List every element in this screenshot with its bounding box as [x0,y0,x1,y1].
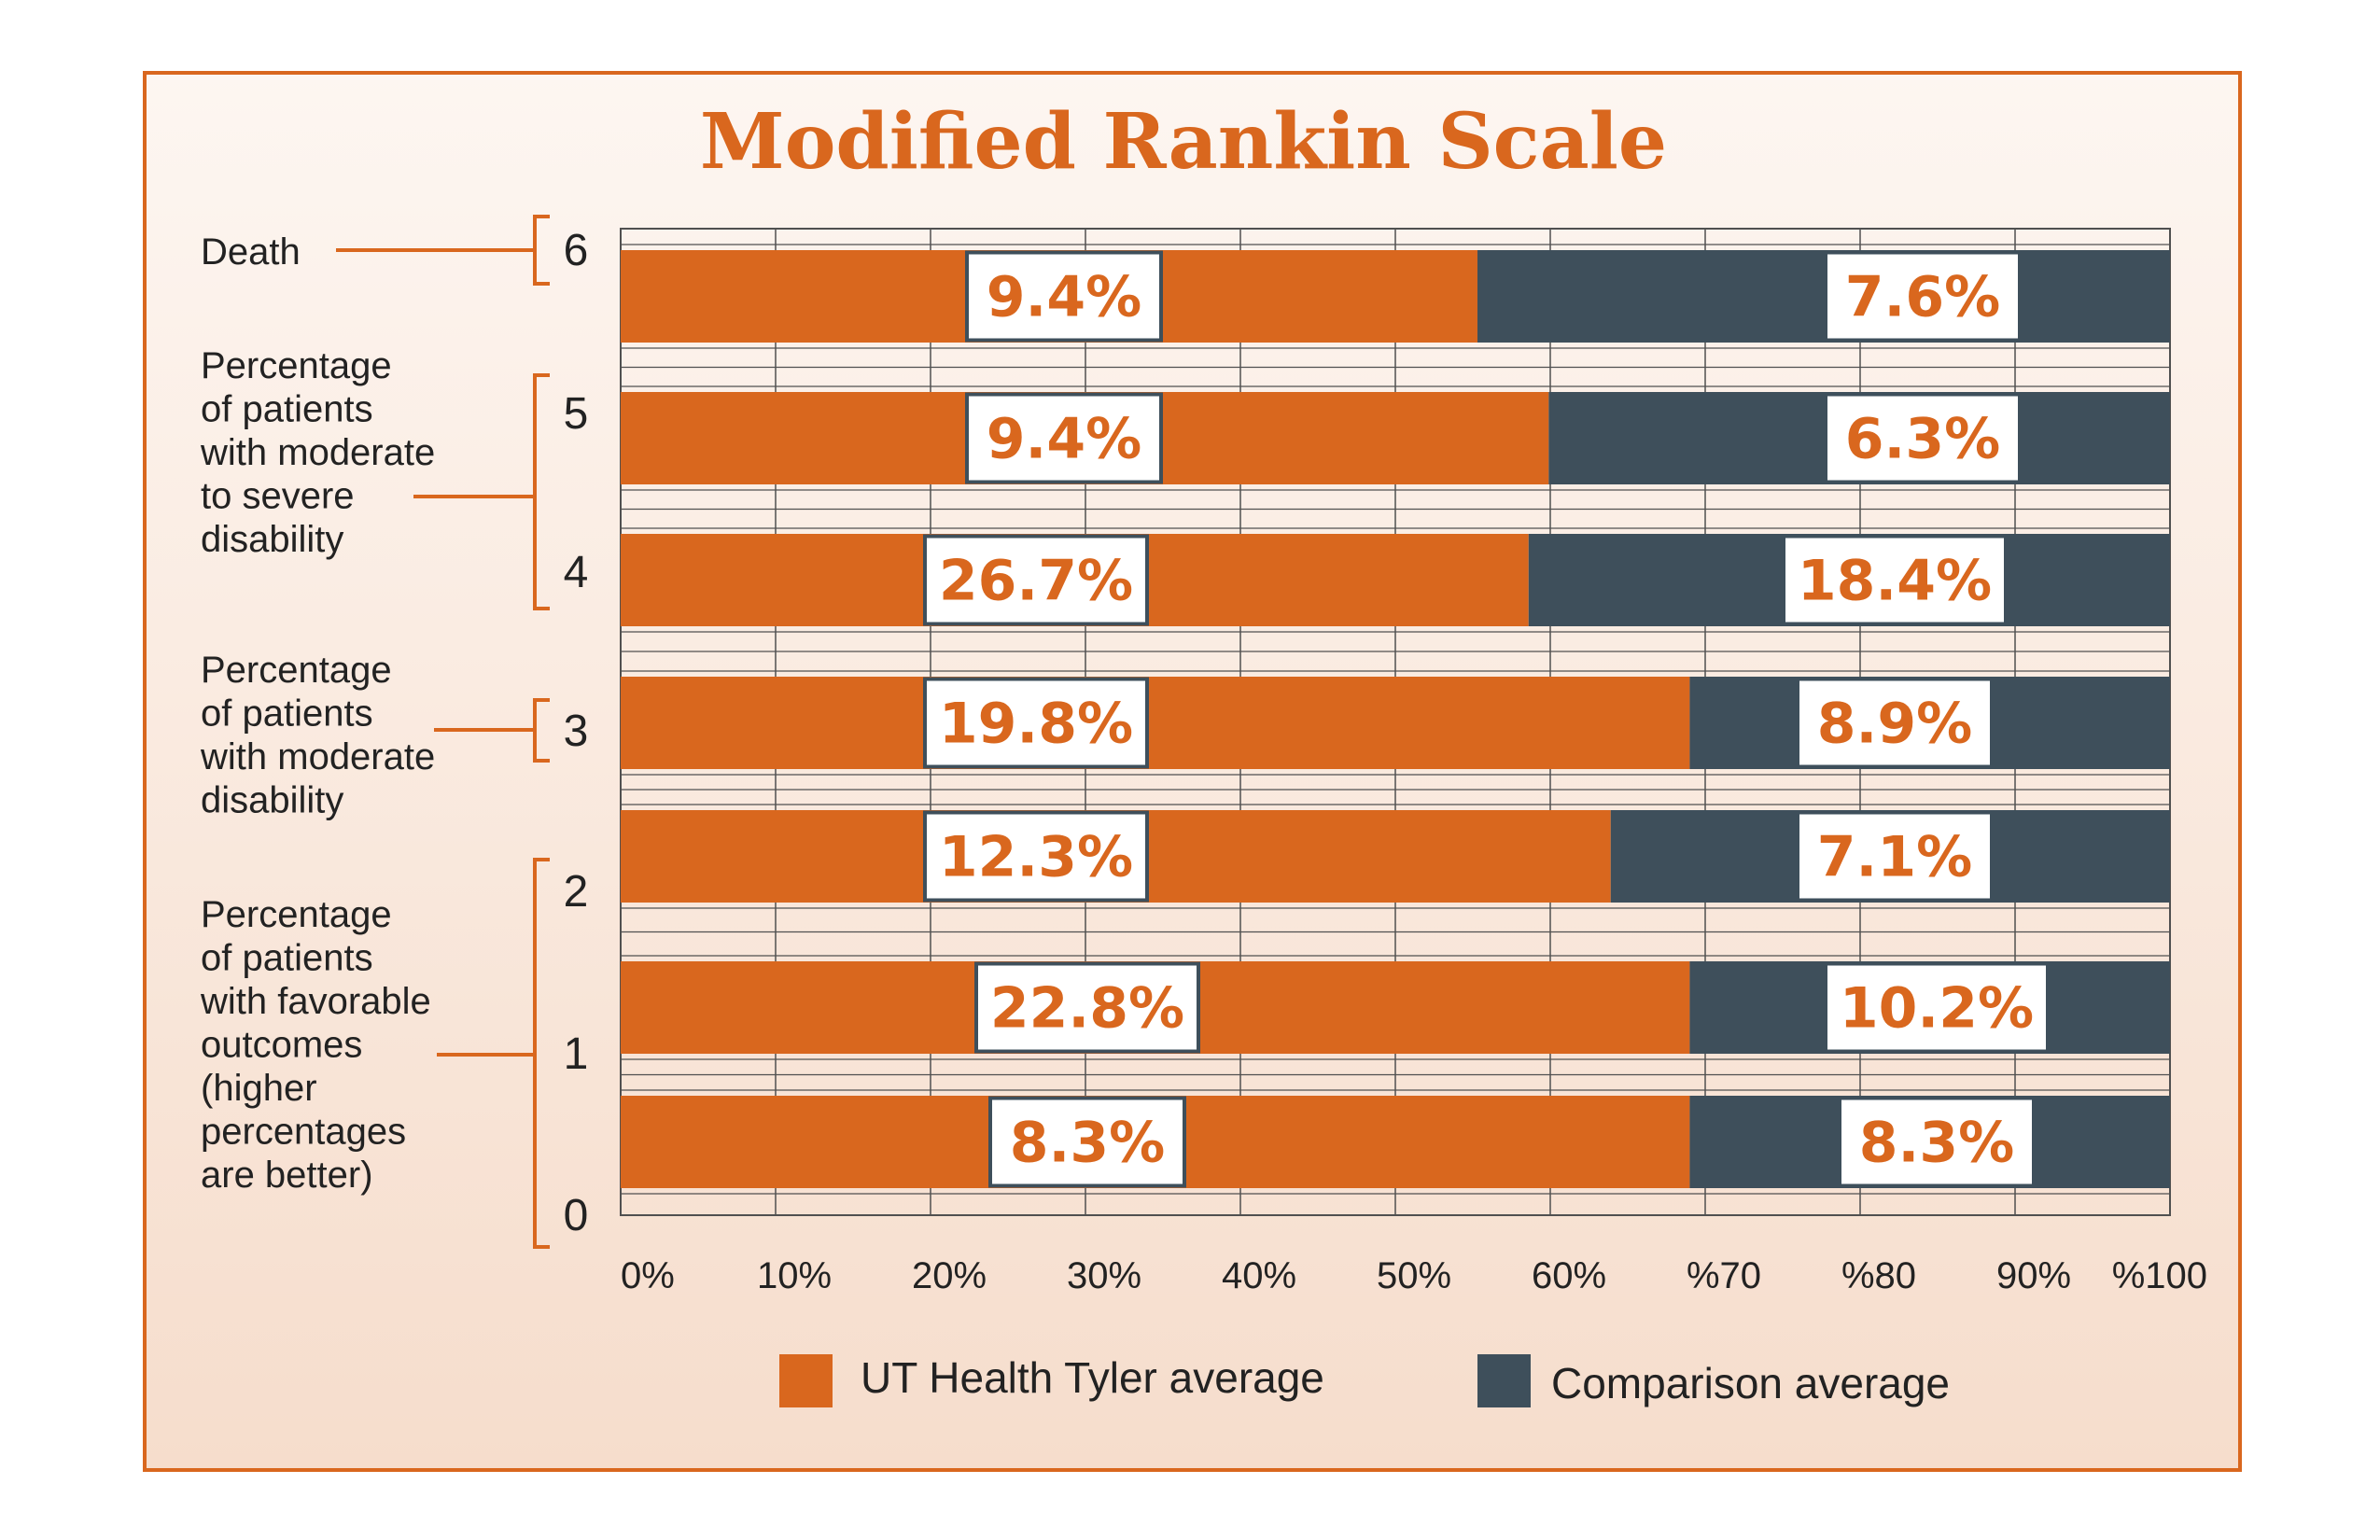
y-tick-label: 6 [564,226,589,275]
value-label-comparison-rank-5: 6.3% [1845,407,2000,472]
value-label-box-comparison [1824,392,2022,484]
group-label-line: of patients [201,938,373,979]
value-label-comparison-rank-1: 10.2% [1840,976,2034,1042]
group-label-line: of patients [201,389,373,430]
value-label-ut-health-rank-2: 12.3% [939,825,1133,890]
y-tick-label: 1 [564,1029,589,1079]
x-tick-label: 0% [621,1255,675,1296]
x-tick-label: 30% [1067,1255,1141,1296]
group-label: Percentage of patients with favorable outco… [200,894,431,1196]
group-label-line: with moderate [200,432,435,473]
group-label-line: disability [201,519,343,560]
value-label-ut-health-rank-5: 9.4% [987,407,1141,472]
value-label-box-ut-health [988,1096,1186,1188]
value-label-ut-health-rank-1: 22.8% [990,976,1184,1042]
y-tick-label: 3 [564,707,589,756]
group-label-line: of patients [201,693,373,735]
group-label-line: outcomes [201,1025,362,1066]
x-tick-label: %80 [1841,1255,1916,1296]
value-label-box-ut-health [923,677,1149,769]
x-tick-label: %100 [2112,1255,2207,1296]
value-label-comparison-rank-2: 7.1% [1817,825,1972,890]
value-label-comparison-rank-3: 8.9% [1817,692,1972,757]
value-label-box-ut-health [965,250,1163,343]
y-tick-label: 2 [564,867,589,917]
value-label-box-comparison [1824,250,2022,343]
x-tick-label: 10% [757,1255,832,1296]
chart-title: Modified Rankin Scale [700,97,1667,187]
group-label-line: are better) [201,1155,373,1196]
legend-label-ut-health: UT Health Tyler average [861,1353,1324,1402]
value-label-ut-health-rank-6: 9.4% [987,265,1141,330]
value-label-comparison-rank-4: 18.4% [1798,549,1992,614]
group-label-line: with moderate [200,736,435,777]
x-tick-label: 40% [1222,1255,1296,1296]
x-tick-label: 20% [912,1255,987,1296]
value-label-box-comparison [1782,534,2008,626]
bar-ut-health-rank-3 [621,677,1690,769]
group-label-line: (higher [201,1068,317,1109]
y-tick-label: 4 [564,548,589,597]
group-label-line: to severe [201,476,355,517]
group-label-line: Percentage [201,345,392,386]
value-label-box-comparison [1824,961,2050,1054]
value-label-box-ut-health [965,392,1163,484]
group-label-line: Percentage [201,650,392,691]
group-label-line: with favorable [200,981,431,1022]
value-label-box-ut-health [923,534,1149,626]
value-label-box-comparison [1796,677,1994,769]
x-tick-label: 60% [1532,1255,1606,1296]
legend-label-comparison: Comparison average [1551,1359,1950,1407]
value-label-box-comparison [1838,1096,2036,1188]
value-label-ut-health-rank-3: 19.8% [939,692,1133,757]
value-label-ut-health-rank-0: 8.3% [1010,1111,1165,1176]
legend-swatch-ut-health [779,1354,833,1407]
value-label-box-ut-health [923,810,1149,903]
x-tick-label: 50% [1377,1255,1451,1296]
legend-swatch-comparison [1477,1354,1531,1407]
group-bracket [533,373,550,610]
group-label-line: Percentage [201,894,392,935]
group-label-line: disability [201,780,343,821]
group-label-line: percentages [201,1112,406,1153]
y-tick-label: 0 [564,1191,589,1240]
group-label: Death [201,231,301,273]
group-label-line: Death [201,231,301,273]
value-label-comparison-rank-6: 7.6% [1845,265,2000,330]
value-label-box-ut-health [974,961,1200,1054]
group-label: Percentage of patients with moderate disabi… [200,650,435,821]
value-label-ut-health-rank-4: 26.7% [939,549,1133,614]
y-tick-label: 5 [564,389,589,439]
x-tick-label: 90% [1996,1255,2071,1296]
value-label-comparison-rank-0: 8.3% [1859,1111,2014,1176]
value-label-box-comparison [1796,810,1994,903]
bar-comparison-rank-6 [1477,250,2170,343]
group-label: Percentage of patients with moderate to sev… [200,345,435,560]
x-tick-label: %70 [1687,1255,1761,1296]
